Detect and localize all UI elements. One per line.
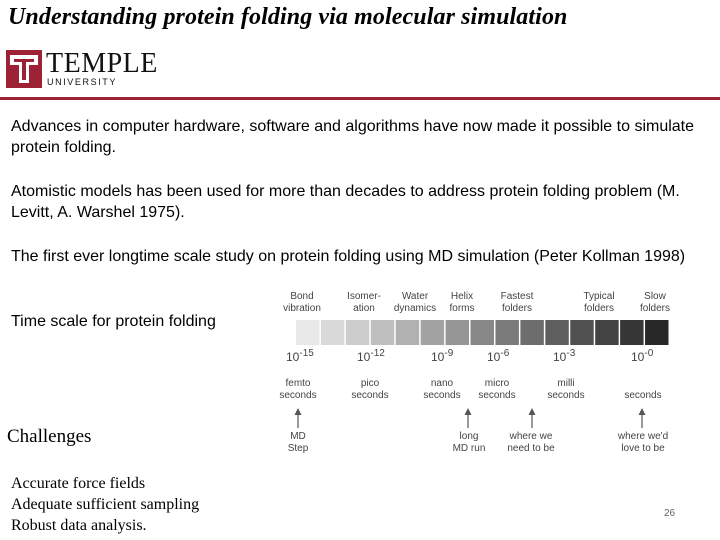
logo-subtitle: UNIVERSITY (47, 77, 118, 87)
exponent-label: 10-3 (553, 348, 576, 364)
arrow-label: MD run (453, 443, 486, 454)
arrow-head-icon (294, 408, 302, 415)
exponent-label: 10-0 (631, 348, 654, 364)
arrow-head-icon (528, 408, 536, 415)
process-label: Water (402, 291, 429, 302)
arrow-head-icon (464, 408, 472, 415)
gradient-segment (345, 320, 370, 345)
header-divider (0, 97, 720, 100)
exponent-label: 10-12 (357, 348, 385, 364)
paragraph-hardware-advances: Advances in computer hardware, software … (11, 118, 695, 156)
arrow-label: where we'd (617, 431, 668, 442)
gradient-segment (470, 320, 494, 345)
gradient-segment (520, 320, 544, 345)
temple-t-logo-icon (6, 50, 42, 88)
gradient-segment (320, 320, 345, 345)
unit-label: seconds (351, 390, 388, 401)
paragraph-first-longtime-study: The first ever longtime scale study on p… (11, 248, 686, 265)
arrow-label: long (460, 431, 479, 442)
exponent-label: 10-6 (487, 348, 510, 364)
temple-university-logo: TEMPLE UNIVERSITY (6, 48, 158, 90)
arrow-label: MD (290, 431, 306, 442)
process-label: dynamics (394, 303, 436, 314)
unit-label: seconds (423, 390, 460, 401)
process-label: Slow (644, 291, 666, 302)
gradient-segment (595, 320, 619, 345)
timescale-gradient-bar (296, 320, 669, 345)
gradient-segment (645, 320, 669, 345)
challenge-item: Accurate force fields (11, 475, 146, 492)
paragraph-time-scale: Time scale for protein folding (11, 313, 216, 330)
unit-label: seconds (478, 390, 515, 401)
process-label: vibration (283, 303, 321, 314)
exponent-label: 10-15 (286, 348, 314, 364)
process-label: folders (584, 303, 614, 314)
unit-label: micro (485, 378, 510, 389)
process-label: ation (353, 303, 375, 314)
arrow-label: where we (509, 431, 553, 442)
unit-label: nano (431, 378, 454, 389)
challenges-heading: Challenges (7, 426, 92, 447)
unit-label: femto (285, 378, 310, 389)
gradient-segment (395, 320, 420, 345)
page-number: 26 (664, 508, 676, 519)
arrow-label: need to be (507, 443, 555, 454)
process-label: folders (502, 303, 532, 314)
gradient-segment (570, 320, 594, 345)
process-label: folders (640, 303, 670, 314)
arrow-label: love to be (621, 443, 665, 454)
unit-label: pico (361, 378, 380, 389)
unit-label: seconds (279, 390, 316, 401)
exponent-labels: 10-15 10-12 10-9 10-6 10-3 10-0 (286, 348, 654, 364)
gradient-segment (495, 320, 519, 345)
arrow-head-icon (638, 408, 646, 415)
arrow-label: Step (288, 443, 309, 454)
process-label: forms (450, 303, 475, 314)
challenges-list: Accurate force fields Adequate sufficien… (11, 473, 199, 536)
gradient-segment (545, 320, 569, 345)
challenge-item: Adequate sufficient sampling (11, 496, 200, 513)
unit-labels: femtosecondspicosecondsnanosecondsmicros… (279, 378, 661, 401)
gradient-segment (420, 320, 445, 345)
gradient-segment (296, 320, 320, 345)
process-label: Fastest (501, 291, 534, 302)
paragraph-atomistic-models: Atomistic models has been used for more … (11, 183, 680, 221)
process-label: Bond (290, 291, 313, 302)
process-label: Typical (583, 291, 614, 302)
exponent-label: 10-9 (431, 348, 454, 364)
gradient-segment (370, 320, 395, 345)
challenge-item: Robust data analysis. (11, 517, 147, 534)
process-label: Helix (451, 291, 473, 302)
unit-label: seconds (624, 390, 661, 401)
slide-title: Understanding protein folding via molecu… (8, 4, 568, 30)
unit-label: milli (557, 378, 574, 389)
process-label: Isomer- (347, 291, 381, 302)
gradient-segment (620, 320, 644, 345)
unit-label: seconds (547, 390, 584, 401)
logo-name: TEMPLE (46, 48, 158, 79)
gradient-segment (445, 320, 470, 345)
